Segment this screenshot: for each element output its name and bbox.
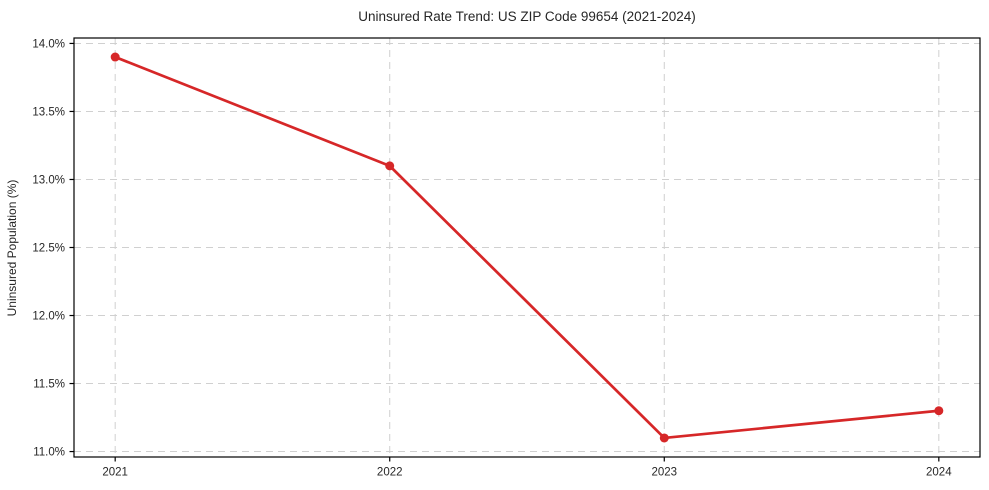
y-tick-label: 14.0% bbox=[32, 38, 65, 50]
trend-line bbox=[113, 55, 941, 440]
x-tick-label: 2022 bbox=[377, 467, 403, 479]
data-point bbox=[659, 433, 669, 443]
data-point bbox=[110, 52, 120, 62]
y-tick-label: 13.0% bbox=[32, 174, 65, 186]
y-tick-labels: 11.0% 11.5% 12.0% 12.5% 13.0% 13.5% 14.0% bbox=[32, 38, 65, 458]
x-tick-label: 2023 bbox=[651, 467, 677, 479]
y-tick-label: 13.5% bbox=[32, 106, 65, 118]
data-point bbox=[385, 161, 395, 171]
x-tick-label: 2021 bbox=[102, 467, 128, 479]
y-axis-label: Uninsured Population (%) bbox=[5, 180, 19, 317]
x-tick-label: 2024 bbox=[926, 467, 952, 479]
chart-title: Uninsured Rate Trend: US ZIP Code 99654 … bbox=[358, 9, 695, 24]
data-point bbox=[934, 406, 944, 416]
y-tick-label: 11.5% bbox=[33, 379, 65, 391]
y-tick-label: 12.0% bbox=[32, 311, 65, 323]
x-tick-labels: 2021 2022 2023 2024 bbox=[102, 467, 952, 479]
gridlines bbox=[74, 38, 980, 457]
y-tick-label: 12.5% bbox=[32, 243, 65, 255]
y-tick-label: 11.0% bbox=[33, 447, 65, 459]
axis-ticks bbox=[69, 42, 940, 462]
data-series bbox=[110, 52, 944, 443]
